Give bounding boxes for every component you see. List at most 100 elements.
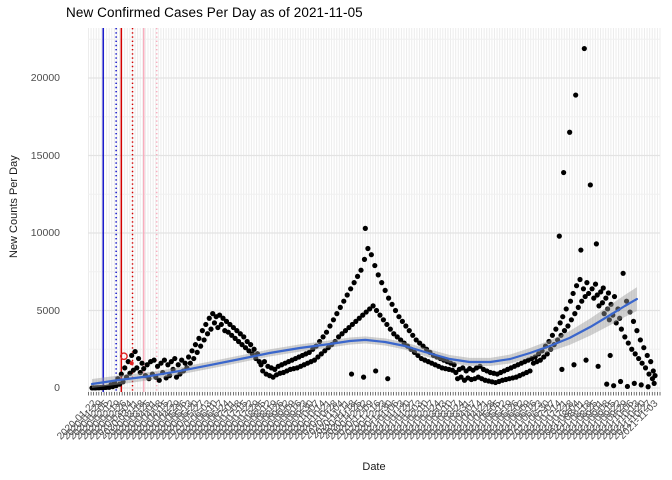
scatter-point <box>225 329 231 335</box>
y-tick-label: 0 <box>54 382 60 394</box>
scatter-point <box>132 348 138 355</box>
scatter-point <box>361 256 368 262</box>
scatter-point <box>458 374 464 380</box>
scatter-point <box>368 252 374 258</box>
scatter-point <box>413 337 419 343</box>
scatter-point <box>617 315 623 321</box>
scatter-point <box>151 357 157 363</box>
scatter-point <box>223 318 230 324</box>
scatter-point <box>537 357 543 363</box>
scatter-point <box>392 307 399 314</box>
scatter-point <box>584 280 590 286</box>
scatter-point <box>382 287 388 293</box>
scatter-point <box>573 283 580 289</box>
scatter-point <box>577 276 583 283</box>
scatter-point <box>242 345 249 351</box>
scatter-point <box>375 272 381 278</box>
scatter-point <box>646 371 652 377</box>
scatter-point <box>583 357 589 363</box>
scatter-point <box>598 289 604 295</box>
scatter-point <box>385 376 391 382</box>
scatter-point <box>344 292 350 298</box>
scatter-point <box>204 331 211 337</box>
scatter-point <box>230 324 236 331</box>
scatter-point <box>125 359 131 365</box>
scatter-point <box>417 340 423 346</box>
scatter-point <box>567 298 574 304</box>
scatter-point <box>403 323 409 329</box>
scatter-point <box>156 377 162 383</box>
scatter-point <box>477 363 483 369</box>
scatter-point <box>258 362 264 368</box>
scatter-point <box>139 360 145 366</box>
scatter-point <box>611 293 618 300</box>
scatter-point <box>622 334 628 340</box>
smooth-ribbon <box>92 287 637 388</box>
scatter-point <box>161 357 168 363</box>
scatter-point <box>235 338 242 345</box>
scatter-point <box>165 362 171 368</box>
scatter-point <box>201 337 207 343</box>
scatter-point <box>606 317 612 323</box>
scatter-point <box>342 328 349 334</box>
scatter-point <box>546 338 552 345</box>
scatter-point <box>315 354 321 360</box>
scatter-point <box>372 262 378 269</box>
scatter-point <box>617 378 624 385</box>
scatter-point <box>327 323 333 329</box>
scatter-point <box>346 324 352 331</box>
scatter-point <box>423 346 430 352</box>
scatter-point <box>373 368 379 374</box>
y-tick-label: 5000 <box>36 304 60 317</box>
scatter-point <box>253 355 259 362</box>
scatter-point <box>579 298 585 304</box>
scatter-point <box>650 368 656 374</box>
scatter-point <box>389 301 395 307</box>
scatter-point <box>154 363 161 369</box>
scatter-point <box>572 311 578 317</box>
scatter-point <box>601 311 607 317</box>
scatter-point <box>325 345 331 351</box>
scatter-point <box>129 352 135 359</box>
scatter-point <box>173 374 180 380</box>
scatter-point <box>220 315 226 321</box>
scatter-point <box>348 286 354 292</box>
scatter-point <box>187 360 193 366</box>
scatter-point <box>367 306 373 312</box>
scatter-point <box>401 340 407 346</box>
scatter-point <box>563 306 569 312</box>
scatter-point <box>191 355 197 362</box>
scatter-point <box>582 293 588 300</box>
scatter-point <box>560 314 566 320</box>
scatter-point <box>399 318 405 324</box>
scatter-point <box>234 328 240 334</box>
scatter-point <box>318 351 324 357</box>
scatter-point <box>311 357 318 363</box>
scatter-point <box>172 355 178 362</box>
scatter-point <box>573 92 579 98</box>
scatter-point <box>237 331 243 337</box>
scatter-point <box>251 346 257 352</box>
scatter-point <box>625 340 631 346</box>
scatter-point <box>335 334 342 340</box>
scatter-point <box>348 371 355 377</box>
scatter-point <box>370 303 376 309</box>
scatter-point <box>141 366 147 372</box>
scatter-point <box>194 349 200 355</box>
scatter-point <box>567 129 573 135</box>
scatter-point <box>581 45 587 52</box>
scatter-point <box>570 290 576 297</box>
y-axis-title: New Counts Per Day <box>8 155 20 258</box>
scatter-point <box>394 334 400 340</box>
scatter-point <box>561 328 568 334</box>
scatter-point <box>599 300 606 306</box>
scatter-point <box>607 352 613 359</box>
y-tick-label: 10000 <box>30 227 60 239</box>
scatter-point <box>323 329 330 335</box>
scatter-point <box>122 365 128 371</box>
y-tick-label: 15000 <box>30 149 60 162</box>
scatter-point <box>227 321 233 328</box>
scatter-point <box>544 351 550 357</box>
